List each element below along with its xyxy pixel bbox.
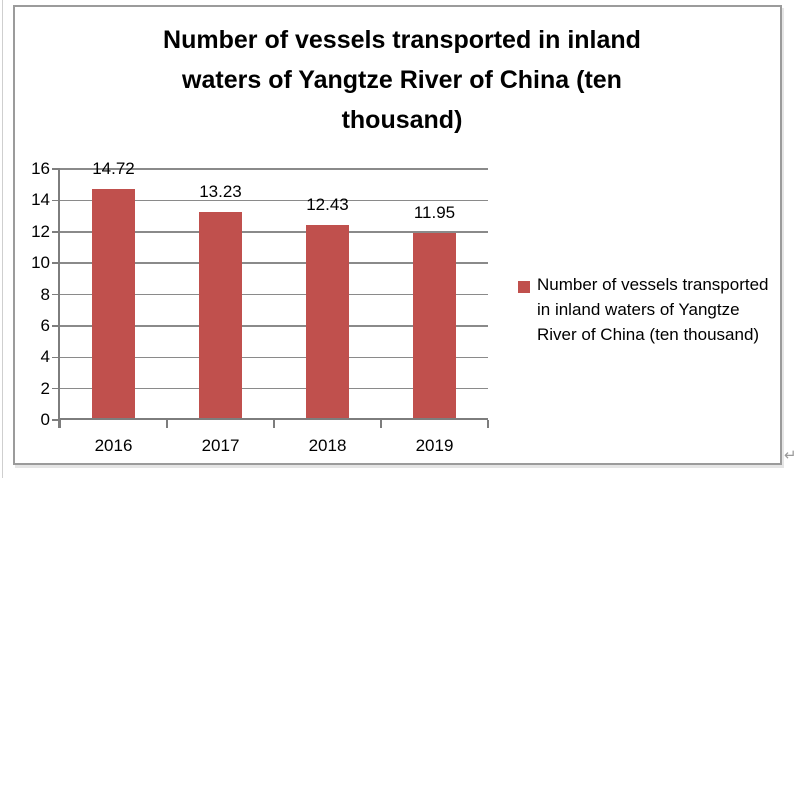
y-axis-label-8: 8	[40, 284, 50, 304]
x-axis-tick-3	[380, 420, 382, 428]
chart-border	[13, 5, 782, 465]
y-axis-tick-16	[52, 168, 60, 170]
legend-label-line-1: Number of vessels transported	[537, 275, 769, 294]
bar-value-label-2016: 14.72	[92, 159, 135, 179]
x-axis-label-2018: 2018	[308, 436, 347, 455]
x-axis-line	[60, 418, 488, 420]
chart-title: Number of vessels transported in inland …	[20, 20, 784, 140]
x-axis-tick-1	[166, 420, 168, 428]
x-axis-label-2017: 2017	[201, 436, 240, 455]
y-axis-tick-12	[52, 231, 60, 233]
y-axis-tick-0	[52, 419, 60, 421]
paragraph-return-mark: ↵	[784, 446, 797, 464]
bar-2016[interactable]	[92, 189, 135, 420]
bar-value-label-2017: 13.23	[199, 182, 242, 202]
y-axis-label-16: 16	[31, 159, 50, 178]
y-axis-label-2: 2	[40, 378, 50, 398]
x-axis-label-2019: 2019	[415, 436, 454, 455]
gridline-2	[60, 387, 488, 390]
gridline-6	[60, 325, 488, 327]
legend-label: Number of vessels transported in inland …	[537, 272, 779, 347]
x-axis-label-2016: 2016	[94, 436, 133, 455]
legend-label-line-2: in inland waters of Yangtze	[537, 300, 740, 319]
y-axis-tick-10	[52, 262, 60, 264]
gridline-16	[60, 168, 488, 170]
y-axis-label-14: 14	[31, 190, 50, 210]
page-edge-line	[2, 0, 3, 478]
y-axis-tick-4	[52, 356, 60, 358]
bar-value-label-2019: 11.95	[413, 202, 456, 222]
bar-2019[interactable]	[413, 232, 456, 420]
y-axis-tick-6	[52, 325, 60, 327]
y-axis-tick-2	[52, 387, 60, 390]
y-axis-tick-14	[52, 199, 60, 202]
gridline-8	[60, 293, 488, 296]
plot-area: 0 2 4 6 8 10 12 14 16 14.72 2016 13.23 2017 12.43 2018…	[31, 159, 489, 455]
bar-2018[interactable]	[306, 225, 349, 420]
gridline-10	[60, 262, 488, 264]
x-axis-tick-0	[59, 420, 61, 428]
y-axis-label-4: 4	[40, 347, 50, 367]
y-axis-label-12: 12	[31, 221, 50, 241]
chart-title-line-2: waters of Yangtze River of China (ten	[182, 66, 622, 94]
x-axis-tick-4	[487, 420, 489, 428]
x-axis-tick-2	[273, 420, 275, 428]
chart-object[interactable]: Number of vessels transported in inland …	[0, 0, 800, 480]
gridline-4	[60, 356, 488, 358]
y-axis-label-0: 0	[40, 410, 50, 429]
y-axis-tick-8	[52, 293, 60, 296]
gridline-14	[60, 199, 488, 202]
y-axis-line	[58, 169, 60, 428]
chart-title-line-3: thousand)	[341, 106, 463, 134]
bar-value-label-2018: 12.43	[306, 195, 349, 214]
legend-marker	[518, 281, 530, 293]
y-axis-label-6: 6	[40, 315, 50, 335]
chart-title-line-1: Number of vessels transported in inland	[163, 26, 641, 54]
y-axis-label-10: 10	[31, 253, 50, 273]
bar-2017[interactable]	[199, 212, 242, 420]
gridline-12	[60, 231, 488, 233]
legend-label-line-3: River of China (ten thousand)	[537, 325, 760, 344]
